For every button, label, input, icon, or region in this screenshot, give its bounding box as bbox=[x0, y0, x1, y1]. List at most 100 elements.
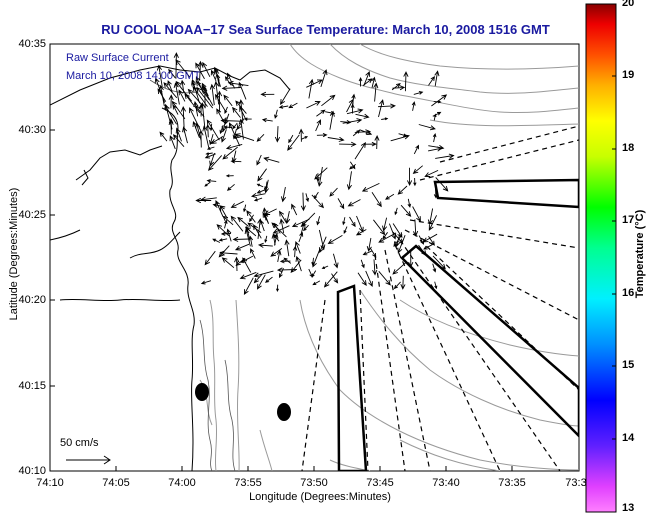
current-vector bbox=[298, 128, 304, 142]
current-vector bbox=[374, 134, 380, 150]
current-vector bbox=[298, 231, 304, 243]
current-vector bbox=[280, 187, 287, 203]
current-vector bbox=[220, 118, 241, 124]
current-vector bbox=[313, 191, 319, 200]
current-vector bbox=[342, 118, 363, 124]
colorbar-tick-label: 19 bbox=[622, 69, 635, 81]
colorbar-label: Temperature (°C) bbox=[634, 209, 646, 299]
current-vector bbox=[219, 205, 228, 219]
scale-label: 50 cm/s bbox=[60, 437, 99, 449]
x-tick-label: 73:40 bbox=[432, 477, 460, 489]
current-vector bbox=[349, 216, 356, 228]
current-vector bbox=[214, 93, 227, 113]
current-vector bbox=[236, 118, 245, 131]
current-vector bbox=[378, 271, 391, 286]
current-vector bbox=[226, 72, 236, 89]
current-vector bbox=[412, 165, 423, 174]
current-vector bbox=[264, 181, 268, 191]
current-vector bbox=[394, 207, 398, 216]
y-axis-label: Latitude (Degrees:Minutes) bbox=[8, 187, 20, 321]
current-vector bbox=[354, 142, 366, 160]
current-vector bbox=[346, 98, 354, 113]
y-tick-label: 40:20 bbox=[18, 294, 46, 306]
current-vector bbox=[272, 225, 290, 234]
current-vector bbox=[239, 271, 257, 280]
current-vector bbox=[187, 88, 204, 107]
current-vector bbox=[168, 94, 174, 109]
current-vector bbox=[291, 203, 298, 216]
current-vector bbox=[354, 129, 372, 135]
x-tick-label: 73:55 bbox=[234, 477, 262, 489]
current-vector bbox=[274, 126, 281, 143]
current-vector bbox=[279, 218, 285, 234]
current-vector bbox=[428, 75, 435, 86]
legend-line-2: March 10, 2008 14:00 GMT bbox=[66, 70, 201, 82]
current-vector bbox=[262, 207, 268, 221]
current-vector bbox=[373, 82, 379, 102]
current-vector bbox=[392, 223, 403, 238]
current-vector bbox=[206, 119, 220, 141]
current-vector bbox=[221, 257, 235, 269]
current-vector bbox=[428, 146, 443, 152]
current-vector bbox=[312, 280, 321, 286]
current-vector bbox=[198, 129, 204, 148]
current-vector bbox=[362, 78, 373, 86]
current-vector bbox=[232, 122, 238, 130]
y-tick-label: 40:10 bbox=[18, 465, 46, 477]
current-vector bbox=[222, 146, 238, 160]
y-tick-label: 40:30 bbox=[18, 124, 46, 136]
current-vector bbox=[209, 123, 213, 132]
current-vector bbox=[284, 239, 290, 257]
current-vector bbox=[337, 198, 345, 210]
current-vector bbox=[372, 259, 378, 276]
current-vector bbox=[364, 141, 377, 147]
current-vector bbox=[230, 215, 244, 232]
current-vector bbox=[206, 178, 217, 183]
current-vector bbox=[221, 129, 227, 143]
current-vector bbox=[256, 154, 262, 166]
current-vector bbox=[215, 73, 221, 87]
current-vector bbox=[168, 68, 176, 79]
x-tick-label: 73:45 bbox=[366, 477, 394, 489]
current-vector bbox=[285, 211, 291, 225]
colorbar bbox=[585, 3, 617, 513]
current-vector bbox=[381, 117, 389, 121]
current-vector bbox=[205, 152, 213, 156]
current-vector bbox=[202, 125, 210, 150]
current-vector bbox=[224, 106, 228, 115]
colorbar-tick-label: 15 bbox=[622, 359, 635, 371]
current-vector bbox=[271, 222, 287, 238]
colorbar-tick-label: 13 bbox=[622, 502, 635, 514]
current-vector bbox=[209, 83, 215, 106]
current-vector bbox=[280, 88, 291, 105]
current-vector bbox=[362, 250, 373, 256]
current-vector bbox=[256, 274, 266, 290]
current-vector bbox=[256, 133, 265, 142]
current-vector bbox=[358, 76, 363, 87]
current-vector bbox=[178, 89, 186, 102]
current-vector bbox=[434, 281, 438, 290]
current-vector bbox=[225, 174, 234, 178]
colorbar-tick-label: 18 bbox=[622, 142, 635, 154]
current-vector bbox=[163, 82, 178, 99]
current-vector bbox=[232, 236, 250, 242]
current-vector bbox=[205, 123, 211, 138]
current-vector bbox=[195, 197, 212, 204]
current-vector bbox=[210, 69, 217, 82]
current-vector bbox=[227, 80, 249, 87]
current-vector bbox=[172, 134, 185, 147]
current-vector bbox=[193, 100, 199, 117]
y-tick-label: 40:15 bbox=[18, 380, 46, 392]
current-vector bbox=[363, 70, 371, 86]
current-vector bbox=[400, 275, 406, 290]
current-vector bbox=[230, 159, 242, 164]
current-vector bbox=[260, 91, 275, 97]
current-vector bbox=[317, 166, 323, 187]
current-vector bbox=[180, 79, 186, 93]
current-vector bbox=[413, 144, 419, 155]
current-vector bbox=[287, 134, 300, 151]
coastline bbox=[50, 65, 291, 471]
current-vector bbox=[164, 103, 173, 130]
current-vector bbox=[243, 204, 247, 213]
current-vector bbox=[346, 108, 364, 115]
